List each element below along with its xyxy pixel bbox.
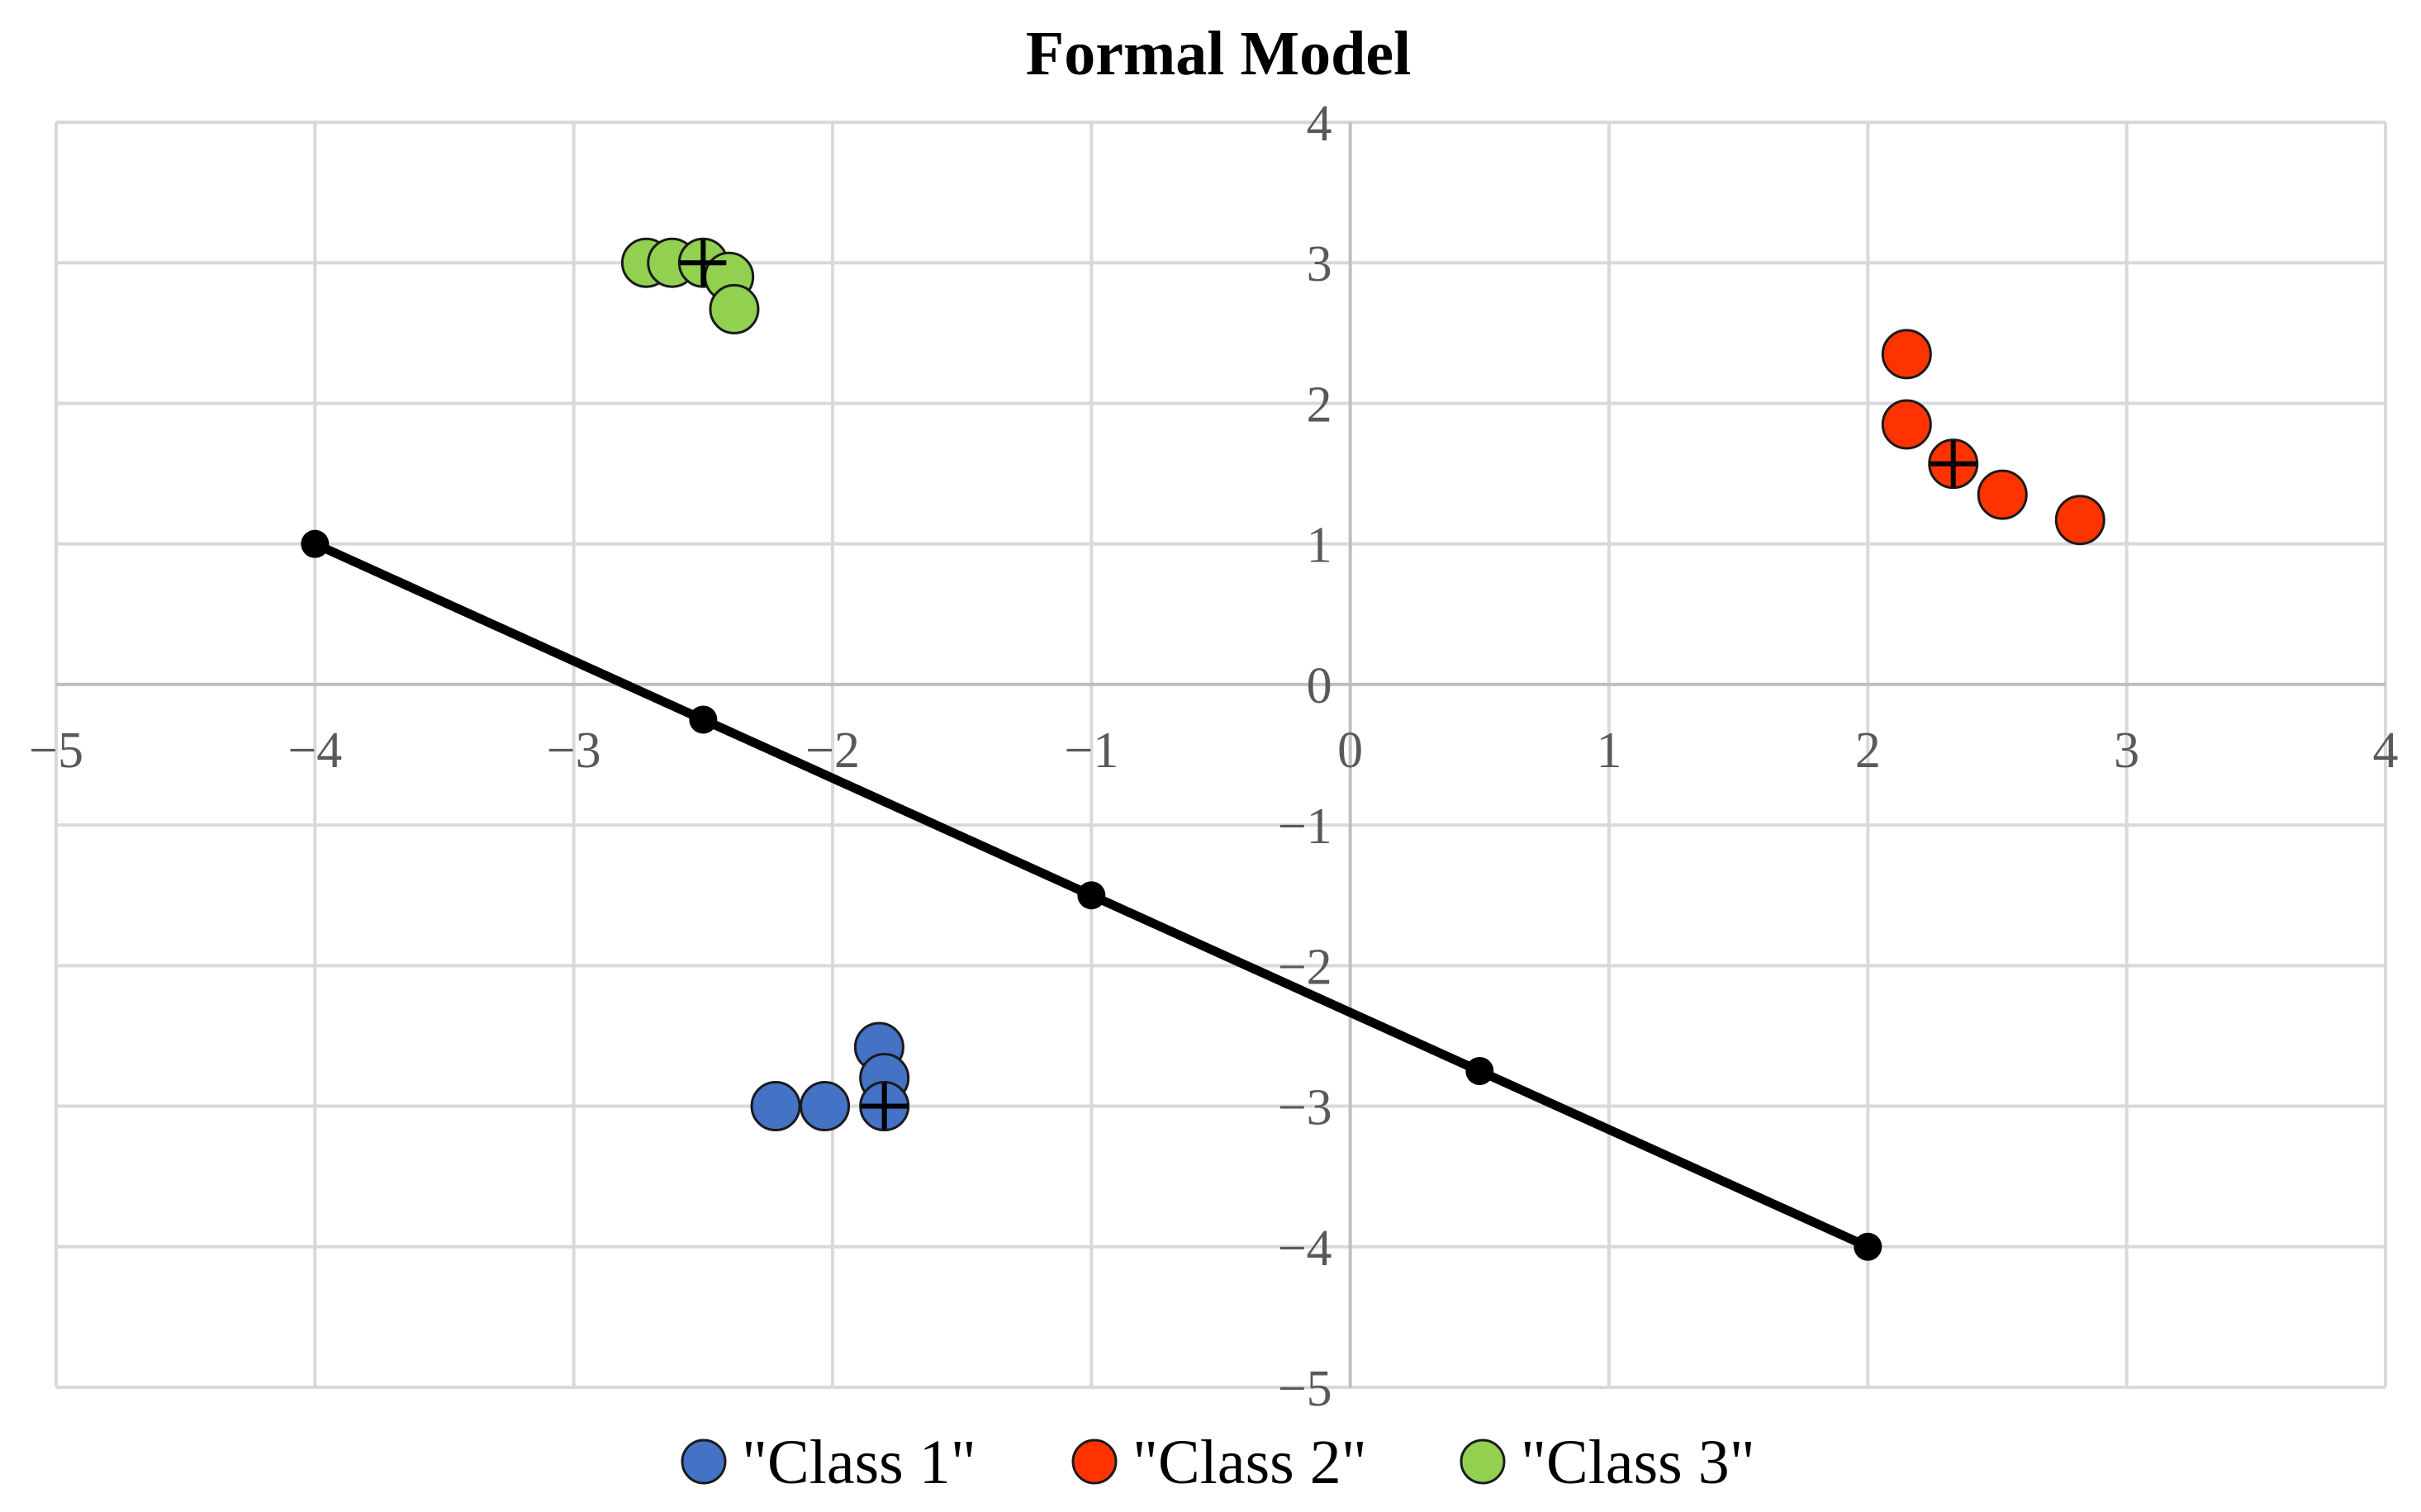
y-tick-label: 2 — [1307, 377, 1332, 433]
boundary-line-point — [1465, 1057, 1494, 1085]
y-tick-label: 1 — [1307, 518, 1332, 574]
x-tick-label: −3 — [547, 723, 601, 779]
boundary-line-point — [1077, 881, 1106, 910]
x-tick-label: 3 — [2114, 723, 2139, 779]
x-tick-label: −1 — [1064, 723, 1118, 779]
y-tick-label: −4 — [1278, 1221, 1332, 1277]
series-class-3 — [620, 237, 760, 334]
y-tick-label: −5 — [1278, 1361, 1332, 1417]
x-tick-label: −5 — [29, 723, 83, 779]
data-point — [750, 1081, 801, 1132]
legend-marker-class-2 — [1071, 1439, 1118, 1485]
series-class-1 — [750, 1021, 910, 1132]
x-tick-label: 0 — [1337, 723, 1363, 779]
legend-label-class-3: "Class 3" — [1521, 1428, 1755, 1497]
legend-marker-class-1 — [681, 1439, 727, 1485]
y-tick-label: −3 — [1278, 1080, 1332, 1136]
legend-label-class-1: "Class 1" — [742, 1428, 976, 1497]
x-tick-label: 1 — [1597, 723, 1622, 779]
boundary-line-point — [1854, 1232, 1882, 1261]
legend-label-class-2: "Class 2" — [1132, 1428, 1367, 1497]
series-class-2 — [1881, 329, 2105, 546]
y-tick-label: 3 — [1307, 236, 1332, 292]
y-tick-label: −1 — [1278, 799, 1332, 855]
boundary-line-point — [301, 529, 330, 558]
chart-title: Formal Model — [1026, 19, 1411, 88]
y-tick-label: 4 — [1307, 96, 1332, 152]
legend-marker-class-3 — [1460, 1439, 1506, 1485]
boundary-line — [301, 529, 1882, 1261]
data-point — [709, 283, 760, 334]
data-point — [2054, 495, 2105, 546]
data-point — [800, 1081, 851, 1132]
x-tick-label: −4 — [287, 723, 342, 779]
legend: "Class 1" "Class 2" "Class 3" — [681, 1428, 1755, 1497]
grid — [55, 121, 2387, 1389]
data-points — [620, 237, 2105, 1132]
x-tick-label: 2 — [1855, 723, 1881, 779]
boundary-line-point — [689, 705, 718, 734]
x-tick-label: 4 — [2373, 723, 2399, 779]
data-point — [1881, 329, 1932, 380]
data-point — [1881, 399, 1932, 450]
axes — [56, 122, 2385, 1387]
y-tick-label: 0 — [1307, 658, 1332, 714]
data-point — [1977, 469, 2028, 520]
